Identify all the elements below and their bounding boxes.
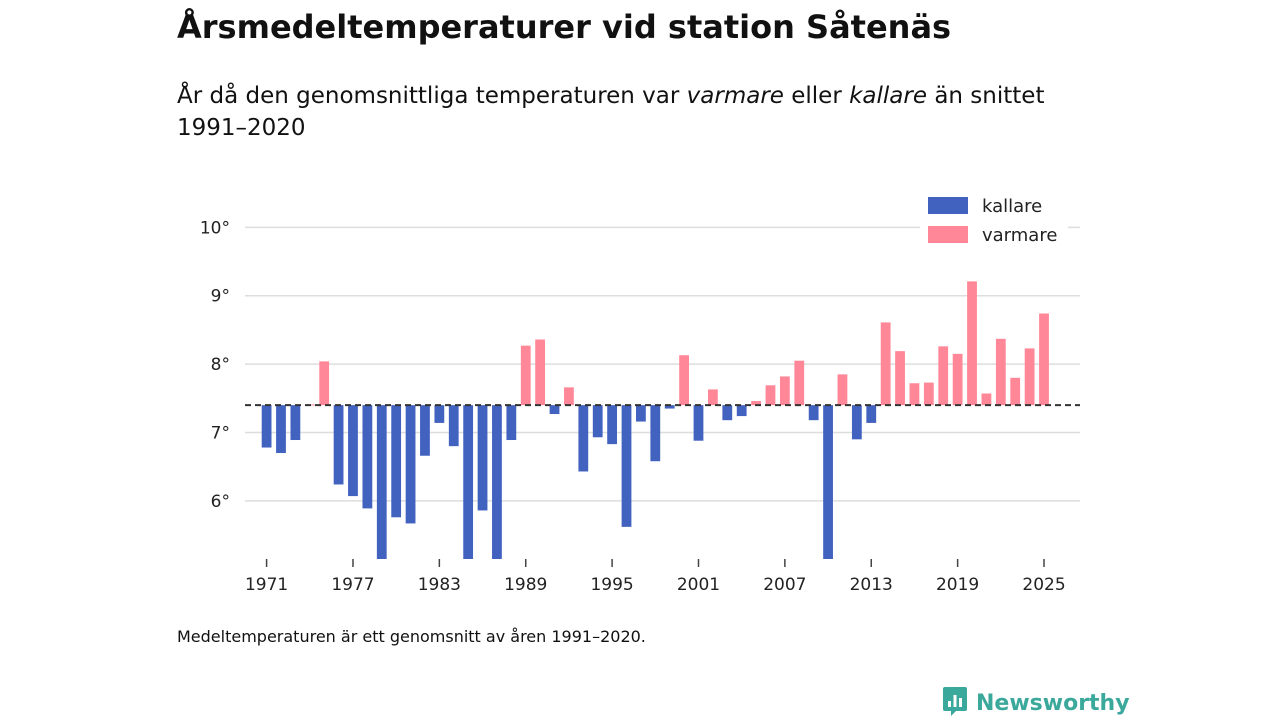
bar-colder[interactable] (276, 405, 286, 454)
bar-warmer[interactable] (923, 382, 934, 406)
bar-colder[interactable] (851, 405, 862, 440)
x-tick-label: 2007 (763, 575, 806, 595)
newsworthy-logo-icon (942, 685, 968, 721)
y-tick-label: 7° (211, 423, 230, 443)
x-tick-label: 1977 (331, 575, 374, 595)
subtitle-warmer: varmare (686, 83, 784, 109)
bar-warmer[interactable] (1024, 348, 1035, 406)
x-tick-label: 1971 (245, 575, 288, 595)
bar-warmer[interactable] (938, 346, 949, 406)
bar-colder[interactable] (866, 405, 877, 423)
x-tick-label: 2001 (677, 575, 720, 595)
x-tick-label: 1995 (590, 575, 633, 595)
subtitle-colder: kallare (849, 83, 928, 109)
bar-warmer[interactable] (909, 383, 920, 406)
bar-warmer[interactable] (707, 389, 718, 406)
bar-colder[interactable] (261, 405, 272, 448)
brand[interactable]: Newsworthy (942, 686, 1130, 720)
bar-colder[interactable] (722, 405, 733, 421)
bar-colder[interactable] (434, 405, 445, 423)
bar-warmer[interactable] (564, 387, 574, 406)
brand-name: Newsworthy (976, 690, 1130, 716)
bar-colder[interactable] (693, 405, 704, 441)
legend-swatch-warmer (928, 226, 968, 243)
bar-colder[interactable] (650, 405, 661, 462)
bar-warmer[interactable] (880, 322, 891, 406)
bar-warmer[interactable] (895, 351, 905, 406)
bar-warmer[interactable] (1010, 377, 1021, 406)
bar-warmer[interactable] (1039, 313, 1049, 406)
bar-warmer[interactable] (967, 281, 977, 406)
bar-warmer[interactable] (319, 361, 330, 406)
bars (261, 281, 1049, 559)
bar-warmer[interactable] (520, 345, 531, 406)
x-tick-label: 1989 (504, 575, 547, 595)
footnote: Medeltemperaturen är ett genomsnitt av å… (177, 627, 646, 646)
bar-colder[interactable] (636, 405, 646, 422)
bar-colder[interactable] (290, 405, 301, 441)
bar-warmer[interactable] (679, 355, 689, 406)
bar-colder[interactable] (506, 405, 517, 441)
legend: kallare varmare (920, 192, 1068, 252)
bar-warmer[interactable] (952, 353, 963, 406)
legend-label-warmer: varmare (982, 225, 1057, 246)
y-axis-labels: 6° 7° 8° 9° 10° (200, 218, 230, 512)
chart-subtitle: År då den genomsnittliga temperaturen va… (177, 80, 1057, 144)
subtitle-text: eller (783, 83, 850, 109)
bar-warmer[interactable] (535, 339, 546, 406)
bar-colder[interactable] (463, 405, 474, 559)
bar-colder[interactable] (333, 405, 344, 485)
y-tick-label: 6° (211, 492, 230, 512)
x-tick-label: 2013 (850, 575, 893, 595)
bar-colder[interactable] (492, 405, 502, 559)
bar-colder[interactable] (448, 405, 459, 447)
x-tick-label: 2025 (1022, 575, 1065, 595)
bar-colder[interactable] (376, 405, 387, 559)
bar-colder[interactable] (621, 405, 632, 527)
bar-colder[interactable] (405, 405, 416, 524)
legend-swatch-colder (928, 197, 968, 214)
bar-colder[interactable] (391, 405, 402, 518)
bar-colder[interactable] (362, 405, 373, 509)
bar-colder[interactable] (477, 405, 488, 511)
bar-colder[interactable] (823, 405, 833, 559)
bar-colder[interactable] (592, 405, 603, 438)
bar-colder[interactable] (664, 405, 675, 409)
bar-colder[interactable] (348, 405, 358, 497)
bar-colder[interactable] (549, 405, 560, 415)
bar-colder[interactable] (736, 405, 747, 417)
bar-colder[interactable] (808, 405, 819, 421)
bar-warmer[interactable] (779, 376, 790, 406)
legend-label-colder: kallare (982, 196, 1042, 217)
bar-warmer[interactable] (995, 338, 1006, 406)
bar-warmer[interactable] (981, 393, 992, 406)
bar-warmer[interactable] (794, 360, 805, 406)
subtitle-text: År då den genomsnittliga temperaturen va… (177, 83, 687, 109)
x-axis: 1971 1977 1983 1989 1995 2001 2007 2013 2019 2025 (245, 559, 1066, 595)
x-tick-label: 2019 (936, 575, 979, 595)
bar-colder[interactable] (420, 405, 430, 456)
bar-colder[interactable] (607, 405, 618, 445)
chart-title: Årsmedeltemperaturer vid station Såtenäs (177, 8, 952, 46)
y-tick-label: 8° (211, 355, 230, 375)
bar-warmer[interactable] (751, 401, 761, 406)
y-tick-label: 9° (211, 287, 230, 307)
bar-colder[interactable] (578, 405, 589, 472)
x-tick-label: 1983 (418, 575, 461, 595)
subtitle-text: än snittet 1991–2020 (177, 83, 1045, 141)
bar-warmer[interactable] (837, 374, 848, 406)
y-tick-label: 10° (200, 218, 230, 238)
bar-warmer[interactable] (765, 385, 776, 406)
